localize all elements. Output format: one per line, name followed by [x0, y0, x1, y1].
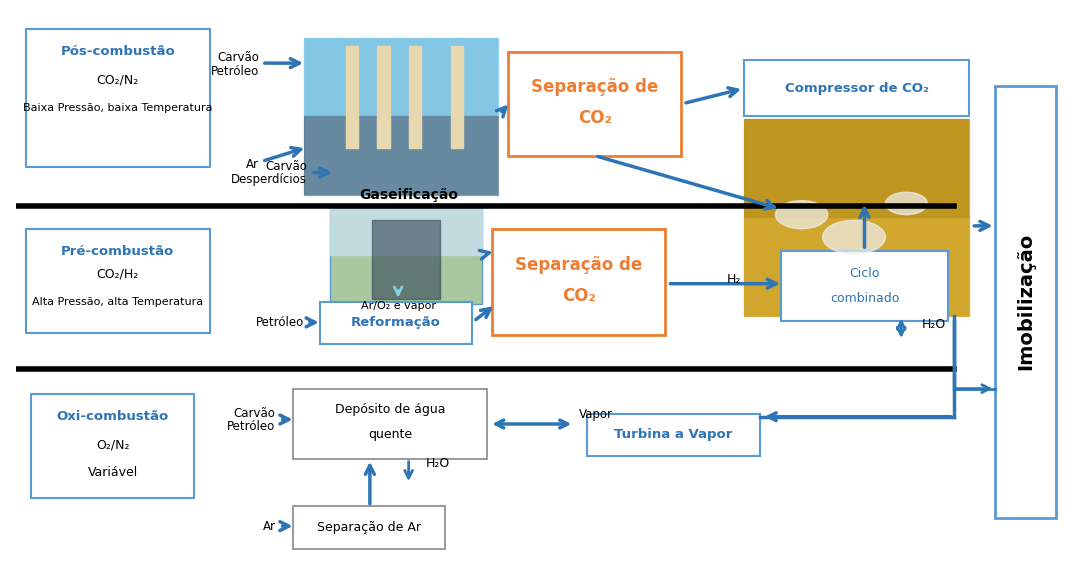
Text: Pré-combustão: Pré-combustão [61, 245, 175, 258]
Text: Gaseificação: Gaseificação [359, 188, 458, 202]
Bar [450, 46, 463, 148]
Text: Carvão: Carvão [217, 51, 259, 64]
FancyBboxPatch shape [31, 394, 194, 498]
Text: combinado: combinado [830, 292, 899, 305]
FancyBboxPatch shape [293, 389, 488, 459]
FancyBboxPatch shape [744, 60, 969, 116]
Text: Reformação: Reformação [350, 316, 441, 329]
Text: CO₂: CO₂ [578, 109, 611, 127]
Bar [372, 221, 440, 299]
FancyBboxPatch shape [293, 506, 445, 549]
FancyBboxPatch shape [304, 38, 497, 195]
Bar [377, 46, 390, 148]
Text: Carvão: Carvão [233, 407, 276, 420]
Text: Variável: Variável [87, 466, 137, 479]
FancyBboxPatch shape [27, 29, 210, 167]
Text: Carvão: Carvão [265, 160, 307, 174]
Circle shape [885, 192, 928, 215]
FancyBboxPatch shape [587, 414, 759, 456]
Text: Petróleo: Petróleo [211, 65, 259, 78]
Text: CO₂/H₂: CO₂/H₂ [97, 267, 138, 280]
FancyBboxPatch shape [744, 119, 969, 316]
Text: Separação de: Separação de [515, 256, 642, 274]
Text: Alta Pressão, alta Temperatura: Alta Pressão, alta Temperatura [32, 297, 203, 307]
FancyBboxPatch shape [996, 86, 1056, 518]
Text: Compressor de CO₂: Compressor de CO₂ [785, 82, 929, 95]
Text: Ar: Ar [246, 158, 259, 171]
FancyBboxPatch shape [27, 228, 210, 333]
Text: Ciclo: Ciclo [849, 267, 880, 280]
Text: Separação de Ar: Separação de Ar [317, 521, 422, 534]
Text: Desperdícios: Desperdícios [231, 173, 307, 186]
Text: O₂/N₂: O₂/N₂ [96, 438, 129, 451]
Text: Imobilização: Imobilização [1016, 233, 1035, 371]
FancyBboxPatch shape [330, 206, 482, 305]
FancyBboxPatch shape [320, 302, 472, 343]
Text: Separação de: Separação de [531, 78, 658, 96]
FancyBboxPatch shape [781, 251, 948, 321]
Text: CO₂/N₂: CO₂/N₂ [97, 73, 138, 86]
Text: Ar/O₂ e vapor: Ar/O₂ e vapor [361, 301, 436, 311]
Text: CO₂: CO₂ [562, 287, 595, 305]
FancyBboxPatch shape [492, 228, 666, 336]
Text: Vapor: Vapor [578, 408, 612, 421]
Text: H₂: H₂ [726, 272, 740, 286]
Text: Baixa Pressão, baixa Temperatura: Baixa Pressão, baixa Temperatura [23, 103, 213, 113]
Text: Depósito de água: Depósito de água [335, 403, 445, 416]
Text: quente: quente [368, 429, 412, 442]
Circle shape [822, 221, 885, 254]
Text: Oxi-combustão: Oxi-combustão [56, 410, 168, 423]
Circle shape [775, 201, 828, 228]
Bar [409, 46, 422, 148]
Text: Petróleo: Petróleo [256, 316, 304, 329]
Text: Ar: Ar [263, 519, 276, 532]
FancyBboxPatch shape [508, 52, 682, 156]
Text: Turbina a Vapor: Turbina a Vapor [615, 429, 733, 442]
Text: Pós-combustão: Pós-combustão [61, 45, 176, 59]
Text: H₂O: H₂O [921, 318, 946, 331]
Text: Petróleo: Petróleo [227, 420, 276, 433]
Text: H₂O: H₂O [426, 457, 450, 470]
Bar [346, 46, 358, 148]
